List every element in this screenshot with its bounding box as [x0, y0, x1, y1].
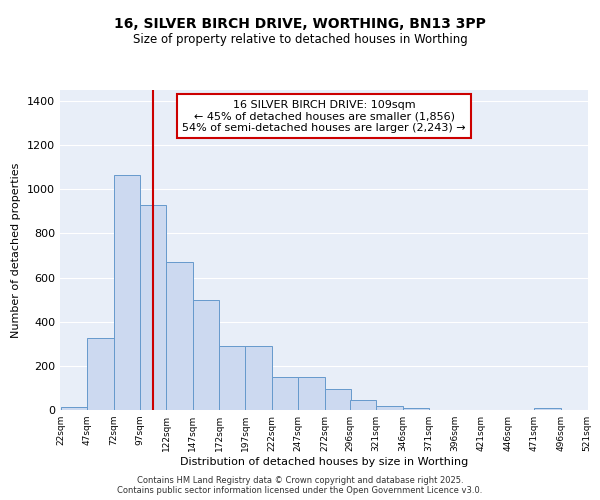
- Bar: [219, 346, 245, 410]
- Bar: [350, 400, 376, 410]
- Bar: [140, 205, 166, 410]
- Text: Contains HM Land Registry data © Crown copyright and database right 2025.
Contai: Contains HM Land Registry data © Crown c…: [118, 476, 482, 495]
- Text: 16 SILVER BIRCH DRIVE: 109sqm
← 45% of detached houses are smaller (1,856)
54% o: 16 SILVER BIRCH DRIVE: 109sqm ← 45% of d…: [182, 100, 466, 133]
- Bar: [534, 408, 560, 410]
- Y-axis label: Number of detached properties: Number of detached properties: [11, 162, 22, 338]
- Text: Size of property relative to detached houses in Worthing: Size of property relative to detached ho…: [133, 32, 467, 46]
- Bar: [298, 377, 325, 410]
- X-axis label: Distribution of detached houses by size in Worthing: Distribution of detached houses by size …: [180, 457, 468, 467]
- Bar: [114, 175, 140, 410]
- Bar: [403, 408, 429, 410]
- Bar: [61, 406, 88, 410]
- Bar: [193, 300, 219, 410]
- Bar: [376, 406, 403, 410]
- Bar: [88, 338, 114, 410]
- Text: 16, SILVER BIRCH DRIVE, WORTHING, BN13 3PP: 16, SILVER BIRCH DRIVE, WORTHING, BN13 3…: [114, 18, 486, 32]
- Bar: [245, 346, 272, 410]
- Bar: [166, 262, 193, 410]
- Bar: [272, 377, 298, 410]
- Bar: [325, 389, 351, 410]
